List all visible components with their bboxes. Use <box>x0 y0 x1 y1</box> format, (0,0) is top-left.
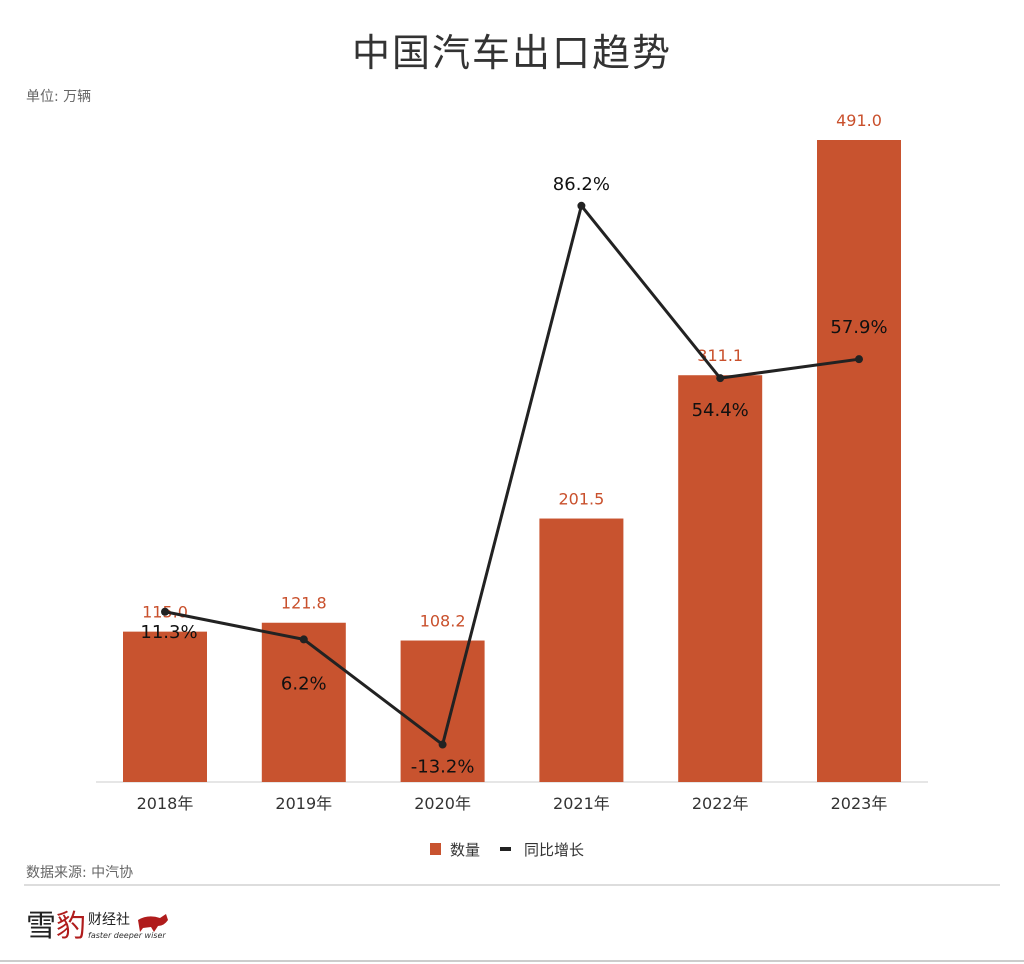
bar-3 <box>539 518 624 782</box>
svg-text:faster deeper wiser: faster deeper wiser <box>88 931 166 940</box>
legend-line-swatch <box>500 847 511 851</box>
bar-value-label: 491.0 <box>836 111 882 130</box>
bottom-border <box>0 960 1024 962</box>
bar-value-label: 201.5 <box>558 490 604 509</box>
bar-1 <box>261 622 346 782</box>
growth-point-4 <box>716 374 725 383</box>
bar-value-label: 121.8 <box>281 594 327 613</box>
logo-image: 雪 豹 财经社 faster deeper wiser <box>26 909 168 944</box>
growth-value-label: 86.2% <box>553 174 610 195</box>
unit-label: 单位: 万辆 <box>26 89 92 105</box>
bar-2 <box>400 640 485 782</box>
growth-point-0 <box>161 607 169 616</box>
growth-line <box>164 204 860 747</box>
growth-value-label: 6.2% <box>281 673 327 694</box>
bar-value-label: 108.2 <box>420 612 466 631</box>
bar-4 <box>678 375 763 782</box>
svg-text:豹: 豹 <box>56 909 86 944</box>
legend-line-label: 同比增长 <box>524 841 584 859</box>
x-tick-label: 2022年 <box>692 794 749 813</box>
divider <box>24 884 1000 886</box>
growth-point-3 <box>577 201 586 210</box>
growth-value-label: -13.2% <box>411 757 475 778</box>
bar-value-label: 311.1 <box>697 346 743 365</box>
growth-value-label: 57.9% <box>830 317 887 338</box>
growth-value-label: 11.3% <box>140 622 197 643</box>
growth-point-2 <box>438 740 447 749</box>
x-tick-label: 2023年 <box>831 794 888 813</box>
chart-title: 中国汽车出口趋势 <box>351 31 672 75</box>
bar-5 <box>817 140 901 782</box>
logo: 雪 豹 财经社 faster deeper wiser <box>26 906 176 950</box>
growth-value-label: 54.4% <box>692 400 749 421</box>
x-tick-label: 2021年 <box>553 794 610 813</box>
x-tick-label: 2020年 <box>414 794 471 813</box>
growth-point-1 <box>299 635 308 644</box>
legend-bar-swatch <box>430 843 441 855</box>
x-tick-label: 2018年 <box>137 794 194 813</box>
legend-bar-label: 数量 <box>450 841 480 859</box>
svg-text:雪: 雪 <box>26 909 56 944</box>
bar-0 <box>123 631 207 782</box>
source-label: 数据来源: 中汽协 <box>26 865 134 881</box>
growth-point-5 <box>855 355 863 364</box>
svg-text:财经社: 财经社 <box>88 912 130 928</box>
x-tick-label: 2019年 <box>275 794 332 813</box>
